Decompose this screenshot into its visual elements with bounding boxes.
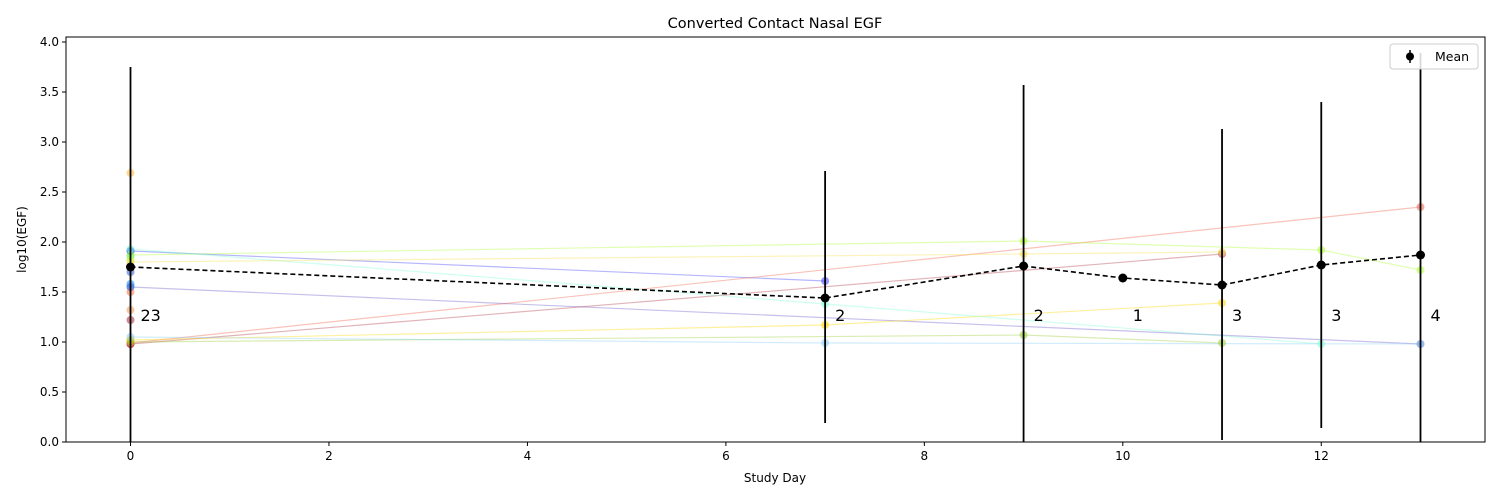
y-tick-label: 1.0 bbox=[40, 335, 59, 349]
mean-point bbox=[1217, 280, 1227, 290]
subject-trajectory-line bbox=[130, 286, 1421, 345]
x-tick-label: 0 bbox=[127, 449, 135, 463]
mean-point bbox=[1118, 273, 1128, 283]
sample-count-label: 1 bbox=[1133, 306, 1143, 325]
mean-markers bbox=[126, 250, 1425, 303]
y-tick-label: 3.5 bbox=[40, 85, 59, 99]
sample-count-label: 3 bbox=[1232, 306, 1242, 325]
y-tick-label: 2.0 bbox=[40, 235, 59, 249]
mean-point bbox=[126, 262, 135, 272]
plot-area: 23 2 2 1 3 3 4 bbox=[126, 53, 1441, 442]
count-labels: 23 2 2 1 3 3 4 bbox=[141, 306, 1441, 325]
x-tick-label: 8 bbox=[921, 449, 929, 463]
y-tick-label: 0.0 bbox=[40, 435, 59, 449]
legend-mean-marker bbox=[1406, 52, 1414, 61]
x-axis-ticks: 0 2 4 6 8 10 12 bbox=[127, 442, 1329, 463]
y-tick-label: 0.5 bbox=[40, 385, 59, 399]
legend: Mean bbox=[1389, 43, 1479, 70]
sample-count-label: 2 bbox=[835, 306, 845, 325]
x-tick-label: 6 bbox=[722, 449, 730, 463]
y-axis-label: log10(EGF) bbox=[15, 206, 29, 273]
sample-count-label: 23 bbox=[141, 306, 161, 325]
y-axis-ticks: 0.0 0.5 1.0 1.5 2.0 2.5 3.0 3.5 4.0 bbox=[40, 35, 66, 449]
legend-mean-label: Mean bbox=[1435, 49, 1469, 64]
mean-point bbox=[1316, 260, 1326, 270]
mean-point bbox=[1019, 261, 1029, 271]
chart-title: Converted Contact Nasal EGF bbox=[668, 16, 883, 32]
subject-trajectory-line bbox=[130, 250, 826, 282]
legend-box bbox=[1389, 43, 1479, 70]
mean-point bbox=[820, 293, 830, 303]
sample-count-label: 4 bbox=[1431, 306, 1441, 325]
x-tick-label: 12 bbox=[1314, 449, 1329, 463]
x-axis-label: Study Day bbox=[744, 471, 806, 485]
sample-count-label: 3 bbox=[1331, 306, 1341, 325]
subject-trajectory-line bbox=[130, 240, 1421, 271]
x-tick-label: 4 bbox=[524, 449, 532, 463]
mean-point bbox=[1416, 250, 1425, 260]
axes-frame bbox=[65, 36, 1486, 443]
y-tick-label: 3.0 bbox=[40, 135, 59, 149]
x-tick-label: 2 bbox=[325, 449, 333, 463]
y-tick-label: 4.0 bbox=[40, 35, 59, 49]
subject-trajectory-line bbox=[130, 253, 1223, 345]
y-tick-label: 2.5 bbox=[40, 185, 59, 199]
sample-count-label: 2 bbox=[1034, 306, 1044, 325]
x-tick-label: 10 bbox=[1115, 449, 1130, 463]
y-tick-label: 1.5 bbox=[40, 285, 59, 299]
subject-trajectory-line bbox=[130, 206, 1421, 344]
